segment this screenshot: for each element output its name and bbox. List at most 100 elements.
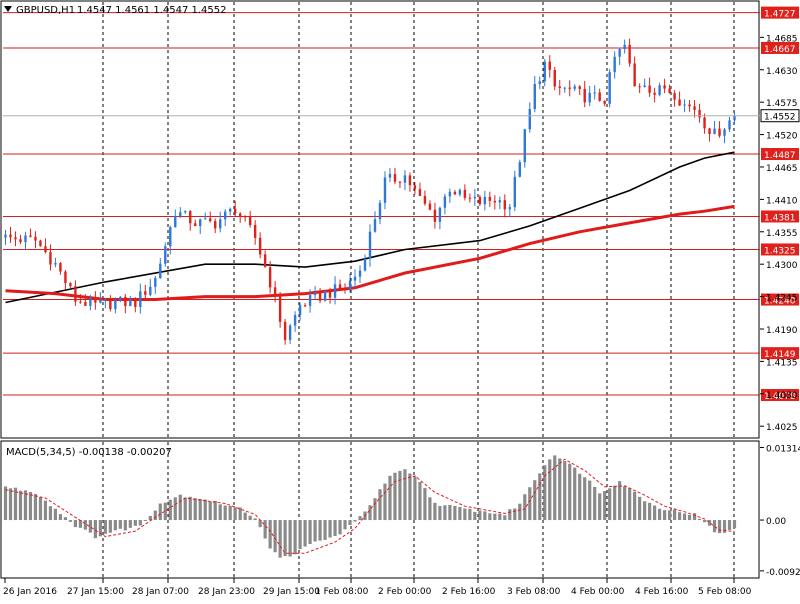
level-price-tag	[761, 388, 799, 401]
price-axis-label: 1.4245	[766, 294, 798, 304]
candle-body	[463, 189, 467, 198]
level-price-label: 1.4667	[764, 45, 796, 55]
symbol-label: GBPUSD,H1	[16, 5, 75, 16]
candle-body	[423, 195, 427, 204]
triangle-down-icon[interactable]	[4, 6, 12, 12]
macd-bar	[103, 520, 107, 534]
candle-body	[508, 207, 512, 210]
candle-body	[613, 56, 616, 73]
candle-body	[343, 288, 347, 290]
macd-bar	[208, 501, 212, 521]
macd-bar	[503, 515, 507, 521]
macd-axis: 0.01314 0.00 -0.00921	[760, 445, 800, 578]
candle-body	[348, 280, 352, 290]
candle-body	[258, 237, 262, 255]
candle-body	[119, 296, 122, 301]
macd-bar	[128, 520, 132, 528]
candle-body	[114, 300, 117, 310]
candle-body	[468, 197, 472, 199]
macd-bar	[658, 508, 662, 521]
macd-bar	[553, 455, 557, 521]
macd-bar	[573, 467, 577, 521]
macd-bar	[348, 520, 352, 526]
candle-body	[448, 191, 452, 197]
candle-body	[403, 175, 407, 183]
macd-bar	[63, 517, 68, 521]
macd-bar	[677, 512, 682, 521]
macd-bar	[28, 491, 33, 521]
macd-bar	[83, 520, 87, 530]
macd-bar	[313, 520, 317, 542]
candlesticks	[4, 38, 736, 345]
candle-body	[603, 100, 606, 104]
macd-bar	[608, 488, 612, 521]
macd-bar	[488, 513, 492, 521]
macd-bar	[388, 475, 392, 521]
candle-body	[483, 196, 487, 205]
level-price-label: 1.4487	[764, 151, 796, 161]
candle-body	[29, 235, 32, 237]
macd-bar	[478, 510, 482, 521]
candle-body	[523, 129, 526, 163]
macd-bar	[623, 486, 627, 521]
level-price-tag	[761, 347, 799, 360]
price-axis-label: 1.4300	[766, 261, 798, 271]
candle-body	[44, 246, 47, 253]
macd-bar	[423, 488, 427, 521]
candle-body	[49, 252, 52, 265]
macd-bar	[707, 520, 712, 526]
time-axis-label: 4 Feb 16:00	[635, 587, 689, 597]
time-axis-label: 2 Feb 16:00	[442, 587, 496, 597]
candle-body	[89, 297, 92, 306]
macd-pane-border	[0, 440, 760, 579]
candle-body	[628, 44, 631, 64]
candle-body	[69, 283, 72, 287]
macd-axis-label: 0.01314	[766, 445, 800, 455]
candle-body	[443, 196, 447, 208]
horizontal-levels[interactable]	[3, 12, 760, 396]
macd-axis-label: 0.00	[766, 517, 786, 527]
macd-bar	[667, 510, 672, 521]
candle-body	[174, 216, 177, 228]
macd-bar	[3, 486, 8, 521]
macd-bar	[458, 506, 462, 521]
time-axis-label: 2 Feb 00:00	[378, 587, 432, 597]
macd-bar	[258, 520, 262, 528]
candle-body	[273, 287, 277, 296]
candle-body	[493, 200, 497, 203]
candle-body	[658, 85, 661, 95]
macd-bar	[717, 520, 722, 534]
candle-body	[623, 44, 626, 50]
candle-body	[14, 237, 17, 240]
macd-bar	[662, 510, 667, 521]
candle-body	[503, 200, 507, 210]
candle-body	[413, 185, 417, 190]
candle-body	[104, 299, 107, 301]
macd-bar	[58, 514, 63, 521]
macd-bar	[273, 520, 277, 553]
candle-body	[293, 315, 297, 326]
candle-body	[673, 93, 676, 100]
current-price-label: 1.4552	[764, 113, 796, 123]
macd-bar	[563, 461, 567, 521]
macd-bar	[243, 512, 247, 521]
candle-body	[648, 85, 651, 93]
macd-title: MACD(5,34,5) -0.00138 -0.00207	[6, 447, 172, 458]
candle-body	[528, 109, 531, 130]
macd-bar	[538, 473, 542, 521]
candle-body	[563, 87, 566, 89]
candle-body	[518, 162, 521, 177]
candle-body	[583, 88, 586, 103]
macd-bar	[163, 502, 167, 521]
candle-body	[268, 267, 272, 288]
price-axis-label: 1.4410	[766, 196, 798, 206]
candle-body	[618, 49, 621, 57]
macd-bar	[628, 487, 632, 521]
level-price-label: 1.4078	[764, 392, 796, 402]
candle-body	[598, 92, 601, 101]
candle-body	[238, 213, 242, 217]
macd-bar	[283, 520, 287, 557]
macd-signal-line	[5, 458, 735, 554]
